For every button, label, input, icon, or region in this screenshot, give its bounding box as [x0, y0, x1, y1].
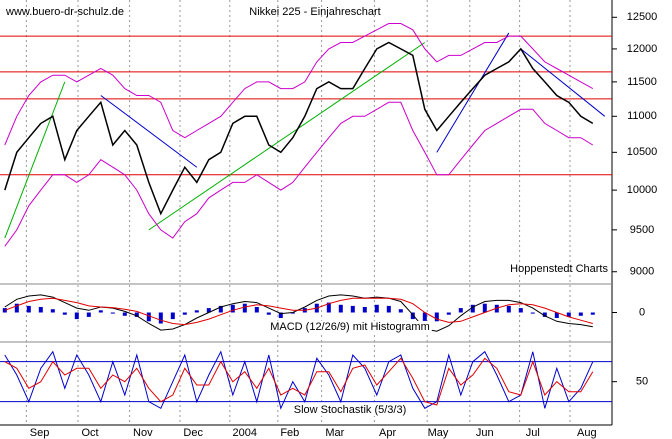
- y-tick-label: 0: [639, 306, 645, 318]
- y-tick-label: 12500: [627, 11, 658, 23]
- chart-title: Nikkei 225 - Einjahreschart: [249, 6, 380, 18]
- histogram-bar: [110, 312, 115, 314]
- histogram-bar: [554, 312, 559, 318]
- x-tick-label: Mar: [325, 427, 344, 439]
- y-tick-label: 9000: [630, 266, 654, 278]
- histogram-bar: [62, 312, 67, 315]
- histogram-bar: [122, 312, 127, 316]
- histogram-bar: [74, 312, 79, 320]
- histogram-bar: [338, 304, 343, 313]
- histogram-bar: [422, 312, 427, 326]
- series-line: [4, 101, 594, 247]
- histogram-bar: [542, 312, 547, 317]
- histogram-bar: [494, 304, 499, 313]
- histogram-bar: [290, 312, 295, 314]
- panel-title: Slow Stochastik (5/3/3): [294, 404, 407, 416]
- x-tick-label: Sep: [30, 427, 50, 439]
- trend-line: [4, 81, 66, 239]
- histogram-bar: [266, 312, 271, 315]
- histogram-bar: [254, 307, 259, 313]
- histogram-bar: [458, 308, 463, 313]
- histogram-bar: [38, 307, 43, 313]
- series-line: [4, 41, 594, 216]
- histogram-bar: [350, 305, 355, 313]
- histogram-bar: [362, 307, 367, 313]
- x-tick-label: Aug: [577, 427, 597, 439]
- x-tick-label: 2004: [233, 427, 257, 439]
- watermark: www.buero-dr-schulz.de: [5, 6, 124, 18]
- x-tick-label: Jun: [476, 427, 494, 439]
- histogram-bar: [506, 305, 511, 313]
- panel-title: MACD (12/26/9) mit Histogramm: [270, 321, 430, 333]
- histogram-bar: [182, 312, 187, 315]
- histogram-bar: [194, 310, 199, 313]
- series-line: [4, 357, 594, 406]
- credit: Hoppenstedt Charts: [510, 263, 608, 275]
- histogram-bar: [530, 312, 535, 314]
- series-line: [4, 23, 594, 146]
- histogram-bar: [590, 312, 595, 315]
- trend-line: [148, 42, 426, 231]
- histogram-bar: [470, 304, 475, 313]
- x-tick-label: Feb: [280, 427, 299, 439]
- histogram-bar: [50, 309, 55, 313]
- histogram-bar: [170, 312, 175, 320]
- y-tick-label: 12000: [627, 43, 658, 55]
- trend-line: [520, 48, 606, 117]
- histogram-bar: [86, 312, 91, 317]
- x-tick-label: Apr: [379, 427, 396, 439]
- histogram-bar: [206, 308, 211, 313]
- histogram-bar: [578, 312, 583, 316]
- y-tick-label: 10000: [627, 184, 658, 196]
- histogram-bar: [326, 302, 331, 313]
- histogram-bar: [242, 303, 247, 313]
- histogram-bar: [446, 312, 451, 315]
- label-background: [291, 403, 409, 416]
- histogram-bar: [434, 312, 439, 322]
- histogram-bar: [374, 304, 379, 313]
- trend-line: [436, 32, 510, 153]
- histogram-bar: [230, 304, 235, 313]
- histogram-bar: [134, 312, 139, 317]
- y-tick-label: 11500: [627, 76, 657, 88]
- histogram-bar: [566, 312, 571, 317]
- histogram-bar: [158, 312, 163, 324]
- histogram-bar: [398, 309, 403, 313]
- x-tick-label: Oct: [81, 427, 98, 439]
- histogram-bar: [14, 303, 19, 313]
- series-line: [4, 297, 593, 326]
- histogram-bar: [410, 312, 415, 320]
- x-tick-label: Nov: [133, 427, 153, 439]
- histogram-bar: [218, 305, 223, 313]
- histogram-bar: [386, 305, 391, 313]
- histogram-bar: [278, 312, 283, 318]
- x-tick-label: Jul: [526, 427, 540, 439]
- y-tick-label: 11000: [627, 110, 657, 122]
- histogram-bar: [146, 312, 151, 322]
- histogram-bar: [482, 303, 487, 313]
- x-tick-label: Dec: [183, 427, 203, 439]
- histogram-bar: [26, 305, 31, 313]
- histogram-bar: [98, 310, 103, 313]
- y-tick-label: 10500: [627, 146, 658, 158]
- y-tick-label: 50: [636, 376, 648, 388]
- histogram-bar: [518, 308, 523, 313]
- trend-line: [100, 95, 198, 168]
- y-tick-label: 9500: [630, 224, 654, 236]
- x-tick-label: May: [428, 427, 449, 439]
- label-background: [268, 320, 432, 333]
